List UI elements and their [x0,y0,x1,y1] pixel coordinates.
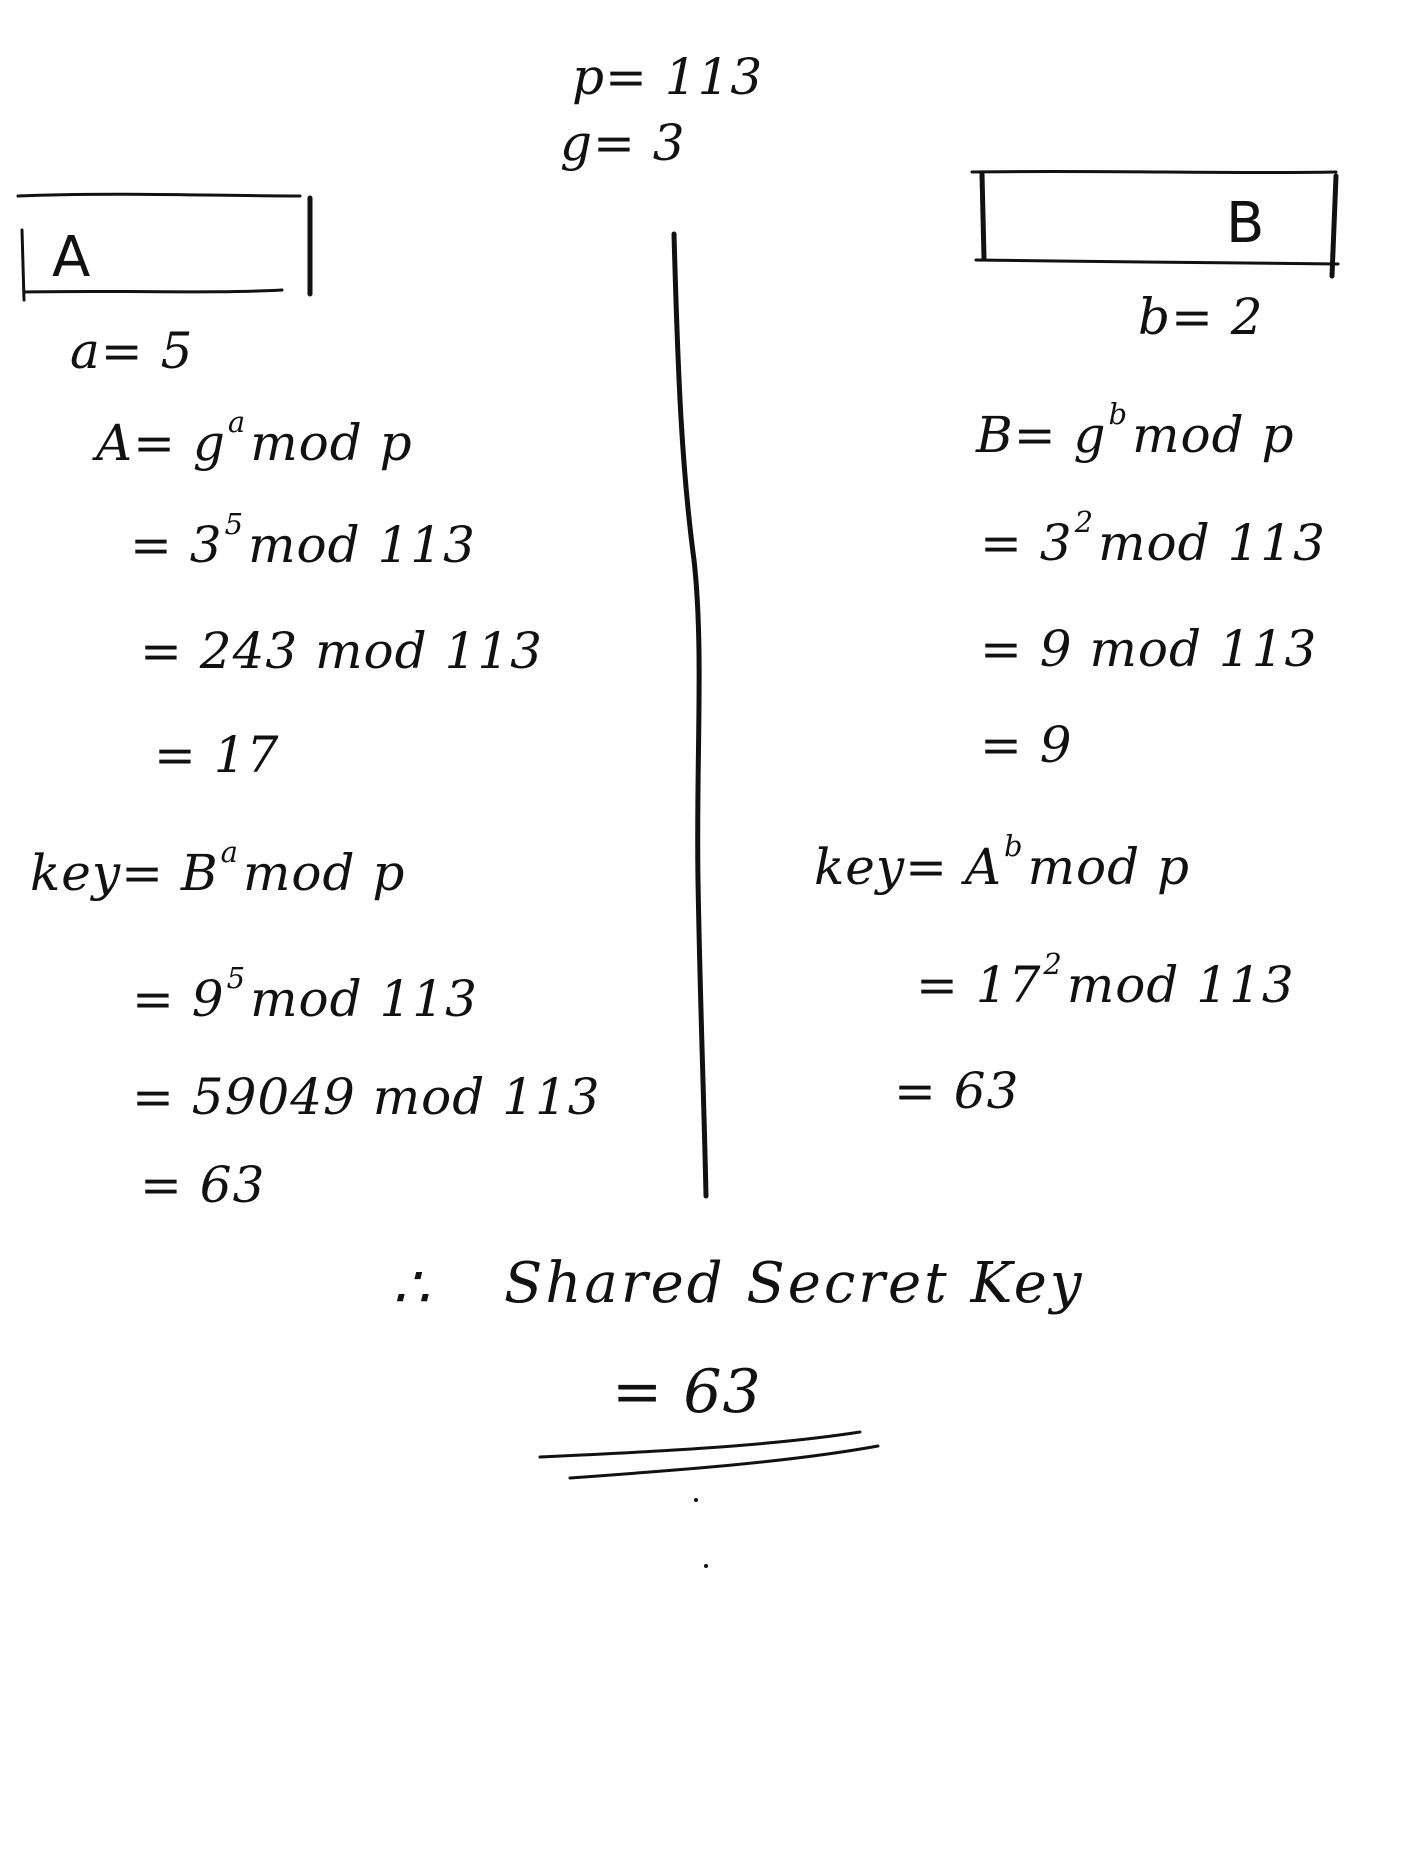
a-step1-rhs: mod 113 [248,516,476,574]
b-key-formula: key= Abmod p [814,832,1190,892]
b-public-step2: = 9 mod 113 [980,620,1318,678]
therefore-symbol: ∴ [392,1253,430,1321]
box-b-outline [970,169,1340,279]
a-public-formula: A= gamod p [96,408,413,468]
b-key-step1-rhs: mod 113 [1066,956,1295,1014]
a-key-step3: = 63 [140,1156,266,1214]
shared-secret-label: Shared Secret Key [504,1251,1085,1316]
stray-dot [694,1498,698,1502]
b-step1-exp: 2 [1074,505,1095,540]
a-private-key: a= 5 [70,322,194,380]
stray-dot [704,1564,708,1568]
a-public-exp: a [227,405,247,440]
a-key-step1-rhs: mod 113 [250,970,478,1028]
a-step1-base: = 3 [130,516,223,574]
a-step1-exp: 5 [224,507,245,542]
box-a-label: A [52,225,91,290]
b-key-rhs: mod p [1027,838,1191,896]
param-g: g= 3 [560,114,686,172]
a-public-step1: = 35mod 113 [130,510,476,570]
a-key-step1: = 95mod 113 [132,964,478,1024]
b-public-rhs: mod p [1132,406,1295,464]
b-key-lhs: key= A [814,838,1003,896]
b-public-step1: = 32mod 113 [980,508,1326,568]
a-public-rhs: mod p [250,414,413,472]
a-key-exp: a [220,835,239,870]
b-step1-rhs: mod 113 [1098,514,1326,572]
a-key-step1-exp: 5 [226,961,247,996]
a-key-step2: = 59049 mod 113 [132,1068,601,1126]
a-key-lhs: key= B [30,844,219,902]
a-key-formula: key= Bamod p [30,838,405,898]
a-public-step3: = 17 [154,726,280,784]
b-key-step2: = 63 [894,1062,1020,1120]
b-key-step1: = 172mod 113 [916,950,1295,1010]
a-public-lhs: A= g [96,414,226,472]
center-divider [671,231,709,1199]
a-public-step2: = 243 mod 113 [140,622,543,680]
param-p: p= 113 [572,48,764,106]
b-public-formula: B= gbmod p [976,400,1295,460]
b-key-step1-base: = 17 [916,956,1042,1014]
a-key-step1-base: = 9 [132,970,225,1028]
a-key-rhs: mod p [242,844,406,902]
b-step1-base: = 3 [980,514,1073,572]
b-public-exp: b [1108,397,1129,432]
b-key-exp: b [1004,829,1024,864]
b-public-lhs: B= g [976,406,1107,464]
shared-secret-value: = 63 [612,1357,762,1427]
b-private-key: b= 2 [1138,288,1264,346]
box-b-label: B [1226,191,1265,256]
result-underline [538,1430,880,1480]
b-key-step1-exp: 2 [1043,947,1063,982]
b-public-step3: = 9 [980,716,1073,774]
